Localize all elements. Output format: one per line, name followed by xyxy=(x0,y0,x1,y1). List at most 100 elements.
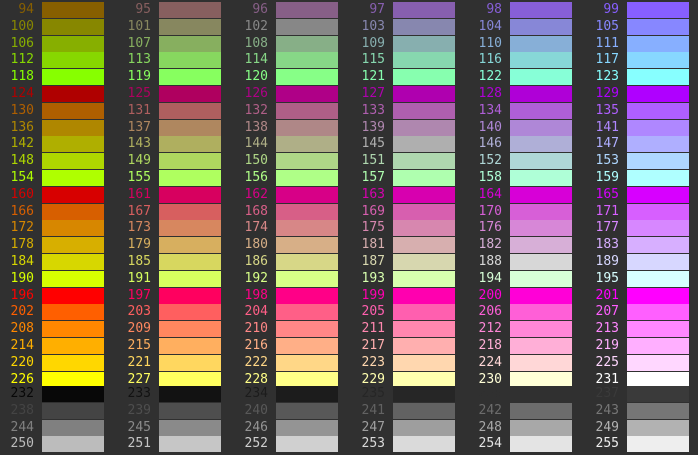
color-swatch xyxy=(627,371,689,388)
color-code-label: 200 xyxy=(478,287,502,303)
color-code-label: 140 xyxy=(478,119,502,135)
color-code-label: 190 xyxy=(10,270,34,286)
color-code-label: 220 xyxy=(10,354,34,370)
color-code-label: 247 xyxy=(361,419,385,435)
color-code-label: 209 xyxy=(127,321,151,337)
color-swatch xyxy=(276,35,338,52)
color-code-label: 196 xyxy=(10,287,34,303)
color-code-label: 164 xyxy=(478,186,502,202)
color-code-label: 251 xyxy=(127,436,151,452)
color-swatch xyxy=(627,270,689,287)
color-code-label: 244 xyxy=(10,419,34,435)
color-swatch xyxy=(159,220,221,237)
color-code-label: 191 xyxy=(127,270,151,286)
color-swatch xyxy=(510,119,572,136)
color-code-label: 101 xyxy=(127,18,151,34)
color-swatch xyxy=(510,2,572,18)
color-swatch xyxy=(627,203,689,220)
color-code-label: 198 xyxy=(244,287,268,303)
color-swatch xyxy=(42,102,104,119)
color-code-label: 146 xyxy=(478,136,502,152)
color-swatch xyxy=(393,136,455,153)
color-swatch xyxy=(42,270,104,287)
color-code-label: 110 xyxy=(478,35,502,51)
color-code-label: 112 xyxy=(10,52,34,68)
color-swatch xyxy=(159,102,221,119)
color-swatch xyxy=(510,354,572,371)
color-swatch xyxy=(159,203,221,220)
color-code-label: 206 xyxy=(478,304,502,320)
color-swatch xyxy=(42,18,104,35)
color-swatch xyxy=(276,386,338,402)
color-swatch xyxy=(393,52,455,69)
color-swatch xyxy=(627,18,689,35)
color-swatch xyxy=(393,35,455,52)
color-swatch xyxy=(510,270,572,287)
color-code-label: 188 xyxy=(478,254,502,269)
color-swatch xyxy=(627,321,689,338)
color-swatch xyxy=(393,321,455,338)
color-code-label: 124 xyxy=(10,86,34,101)
color-code-label: 136 xyxy=(10,119,34,135)
color-swatch xyxy=(276,220,338,237)
color-code-label: 159 xyxy=(595,170,619,185)
color-swatch xyxy=(510,136,572,153)
color-swatch xyxy=(276,136,338,153)
color-swatch xyxy=(159,136,221,153)
color-code-label: 150 xyxy=(244,153,268,169)
color-swatch xyxy=(159,119,221,136)
color-code-label: 222 xyxy=(244,354,268,370)
color-code-label: 97 xyxy=(369,2,385,17)
color-code-label: 98 xyxy=(486,2,502,17)
color-swatch xyxy=(510,321,572,338)
color-code-label: 95 xyxy=(135,2,151,17)
color-swatch xyxy=(510,220,572,237)
color-swatch xyxy=(510,402,572,419)
color-code-label: 156 xyxy=(244,170,268,185)
color-code-label: 214 xyxy=(10,338,34,353)
color-swatch xyxy=(276,321,338,338)
color-swatch xyxy=(159,35,221,52)
color-code-label: 125 xyxy=(127,86,151,101)
color-swatch xyxy=(276,371,338,388)
color-code-label: 233 xyxy=(127,386,151,401)
color-code-label: 186 xyxy=(244,254,268,269)
color-code-label: 141 xyxy=(595,119,619,135)
color-swatch xyxy=(510,436,572,453)
color-swatch xyxy=(393,102,455,119)
color-swatch xyxy=(510,254,572,270)
color-swatch xyxy=(276,102,338,119)
color-code-label: 107 xyxy=(127,35,151,51)
color-swatch xyxy=(627,136,689,153)
color-swatch xyxy=(510,170,572,186)
color-code-label: 155 xyxy=(127,170,151,185)
color-swatch xyxy=(276,254,338,270)
color-swatch xyxy=(42,338,104,354)
color-code-label: 115 xyxy=(361,52,385,68)
color-code-label: 213 xyxy=(595,321,619,337)
color-swatch xyxy=(42,52,104,69)
color-swatch xyxy=(393,170,455,186)
color-swatch xyxy=(159,69,221,86)
color-swatch xyxy=(627,338,689,354)
color-code-label: 215 xyxy=(127,338,151,353)
color-code-label: 94 xyxy=(18,2,34,17)
color-swatch xyxy=(159,237,221,254)
color-swatch xyxy=(42,354,104,371)
color-code-label: 160 xyxy=(10,186,34,202)
color-code-label: 139 xyxy=(361,119,385,135)
color-code-label: 120 xyxy=(244,69,268,85)
color-code-label: 221 xyxy=(127,354,151,370)
color-code-label: 153 xyxy=(595,153,619,169)
color-code-label: 172 xyxy=(10,220,34,236)
color-code-label: 242 xyxy=(478,402,502,418)
color-swatch xyxy=(42,304,104,321)
color-swatch xyxy=(159,436,221,453)
color-swatch xyxy=(393,86,455,102)
color-code-label: 201 xyxy=(595,287,619,303)
color-code-label: 147 xyxy=(595,136,619,152)
color-swatch xyxy=(159,304,221,321)
color-code-label: 224 xyxy=(478,354,502,370)
color-swatch xyxy=(510,69,572,86)
color-code-label: 165 xyxy=(595,186,619,202)
